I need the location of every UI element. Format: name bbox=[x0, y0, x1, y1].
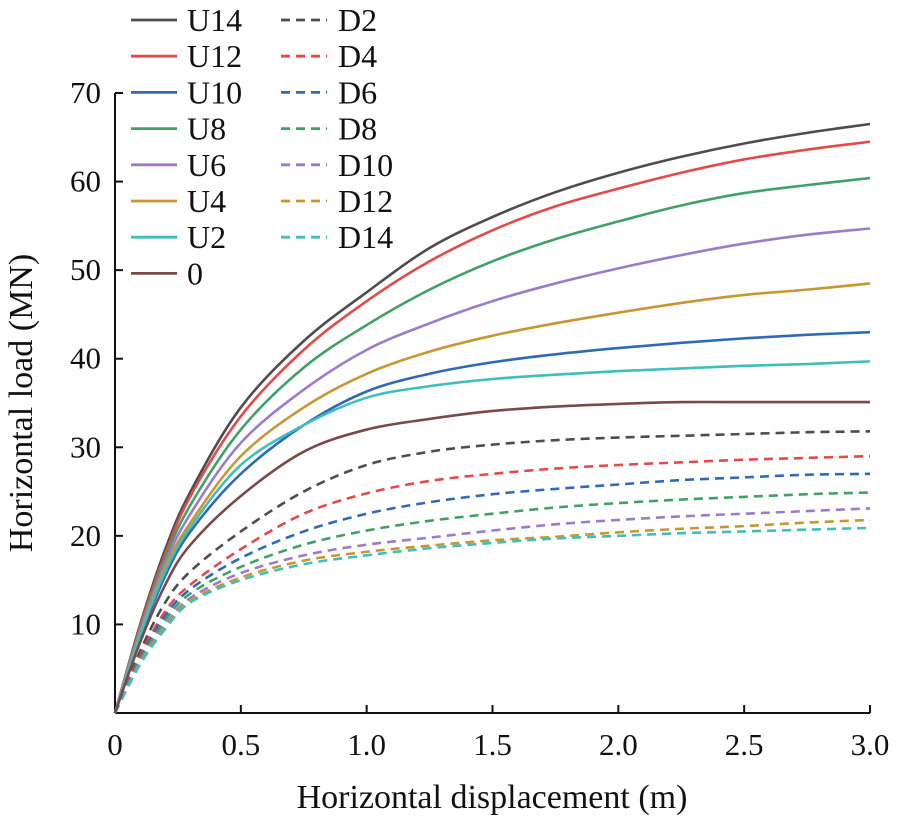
y-tick-label: 40 bbox=[70, 341, 101, 376]
series-line-u14 bbox=[113, 122, 871, 714]
legend-label-u2: U2 bbox=[187, 219, 226, 255]
series-line-u2 bbox=[113, 360, 871, 714]
series-line-d4 bbox=[113, 454, 871, 714]
x-tick-label: 2.0 bbox=[599, 727, 638, 762]
legend-label-0: 0 bbox=[187, 255, 203, 291]
legend-label-d6: D6 bbox=[338, 74, 377, 110]
series-line-d6 bbox=[113, 472, 871, 714]
series-line-0 bbox=[113, 400, 870, 714]
series-line-d14 bbox=[113, 526, 871, 714]
series-line-d12 bbox=[113, 518, 871, 714]
legend-label-u14: U14 bbox=[187, 2, 242, 38]
legend-label-u12: U12 bbox=[187, 38, 242, 74]
series-line-u8 bbox=[113, 176, 871, 714]
y-tick-label: 20 bbox=[70, 518, 101, 553]
series-line-u4 bbox=[113, 282, 871, 714]
series-lines bbox=[113, 122, 871, 714]
x-axis-title: Horizontal displacement (m) bbox=[297, 779, 688, 816]
x-tick-label: 3.0 bbox=[851, 727, 890, 762]
x-tick-label: 2.5 bbox=[725, 727, 764, 762]
series-line-d10 bbox=[113, 507, 871, 714]
y-tick-label: 70 bbox=[70, 75, 101, 110]
legend-label-d4: D4 bbox=[338, 38, 377, 74]
series-line-u10 bbox=[113, 330, 871, 714]
legend-label-u8: U8 bbox=[187, 111, 226, 147]
legend-label-d2: D2 bbox=[338, 2, 377, 38]
legend-label-d8: D8 bbox=[338, 111, 377, 147]
x-tick-label: 0 bbox=[107, 727, 123, 762]
legend-label-u6: U6 bbox=[187, 147, 226, 183]
y-axis-title: Horizontal load (MN) bbox=[3, 254, 40, 552]
series-line-d8 bbox=[113, 491, 871, 714]
tick-group: 0 0.5 1.0 1.5 2.0 2.5 3.0 10 20 30 40 50 60 70 bbox=[70, 75, 889, 762]
x-tick-label: 0.5 bbox=[221, 727, 260, 762]
y-tick-label: 10 bbox=[70, 606, 101, 641]
y-tick-label: 60 bbox=[70, 164, 101, 199]
x-tick-label: 1.5 bbox=[473, 727, 512, 762]
legend-label-u10: U10 bbox=[187, 74, 242, 110]
series-line-d2 bbox=[113, 430, 871, 714]
y-tick-label: 50 bbox=[70, 252, 101, 287]
series-line-u12 bbox=[113, 140, 871, 714]
series-line-u6 bbox=[113, 227, 871, 714]
legend-label-d12: D12 bbox=[338, 183, 393, 219]
legend-label-d10: D10 bbox=[338, 147, 393, 183]
legend-label-d14: D14 bbox=[338, 219, 393, 255]
legend-label-u4: U4 bbox=[187, 183, 226, 219]
y-tick-label: 30 bbox=[70, 429, 101, 464]
x-tick-label: 1.0 bbox=[347, 727, 386, 762]
